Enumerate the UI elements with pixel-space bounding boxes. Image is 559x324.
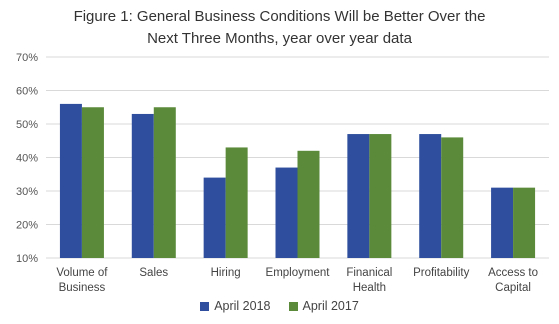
x-tick-label: Health [353,282,386,294]
legend-item-series-2: April 2017 [288,299,359,313]
chart-title-line-1: Figure 1: General Business Conditions Wi… [73,8,486,25]
x-tick-label: Business [59,282,106,294]
y-tick-label: 50% [16,119,38,131]
x-tick-label: Access to [488,267,538,279]
y-tick-label: 20% [16,220,38,232]
x-tick-label: Finanical [346,267,392,279]
bar-2 [153,107,176,258]
bar-1 [491,187,514,258]
bar-1 [275,167,298,258]
bar-1 [203,177,226,258]
bar-2 [225,147,248,258]
x-tick-label: Capital [495,282,531,294]
y-tick-label: 70% [16,52,38,64]
y-tick-label: 60% [16,86,38,98]
chart-title: Figure 1: General Business Conditions Wi… [0,6,559,50]
y-tick-label: 40% [16,153,38,165]
bar-2 [369,134,392,258]
bar-1 [59,103,82,259]
legend-label-series-2: April 2017 [302,299,359,313]
bar-2 [441,137,464,258]
x-tick-label: Volume of [56,267,108,279]
x-tick-label: Employment [266,267,331,279]
bar-2 [81,107,104,258]
bar-2 [513,187,536,258]
bar-1 [419,134,442,258]
bar-1 [347,134,370,258]
chart-legend: April 2018 April 2017 [0,299,559,313]
x-tick-label: Hiring [211,267,241,279]
x-tick-label: Sales [139,267,168,279]
legend-swatch-series-2 [288,301,298,311]
bar-1 [131,113,154,258]
legend-item-series-1: April 2018 [200,299,271,313]
legend-swatch-series-1 [200,301,210,311]
bar-2 [297,150,320,258]
legend-label-series-1: April 2018 [214,299,271,313]
y-tick-label: 30% [16,186,38,198]
x-tick-label: Profitability [413,267,469,279]
y-tick-label: 10% [16,253,38,265]
chart-title-line-2: Next Three Months, year over year data [147,30,412,47]
